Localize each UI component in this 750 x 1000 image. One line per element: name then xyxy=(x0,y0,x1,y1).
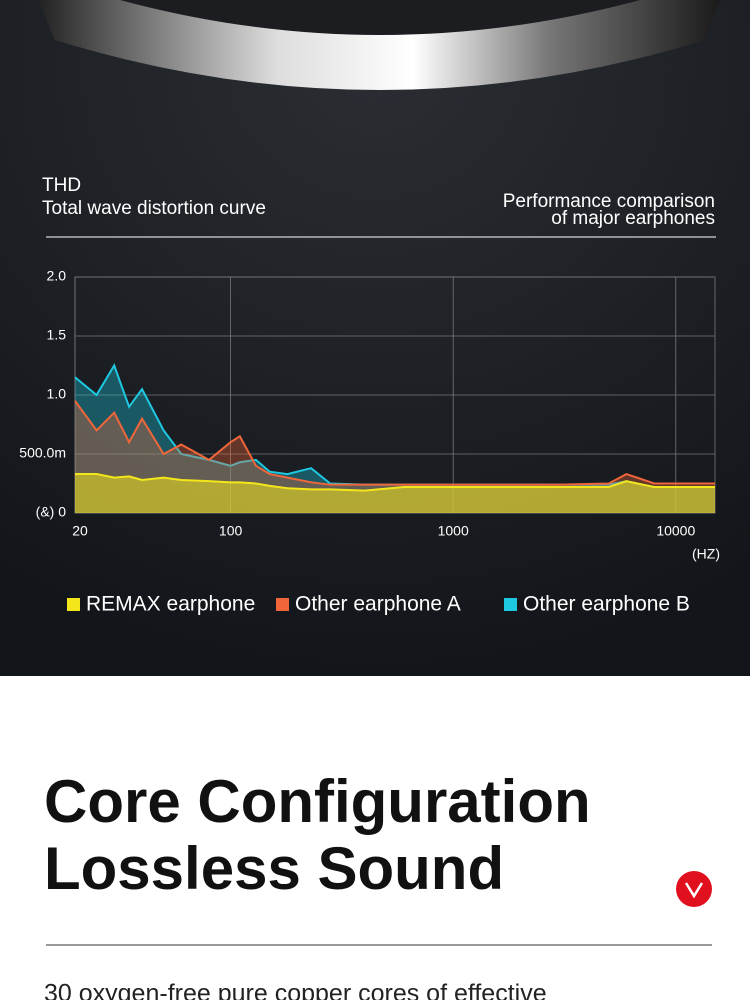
note: Performance comparison xyxy=(503,191,715,212)
headline: Lossless Sound xyxy=(44,835,504,902)
y-tick-label: 500.0m xyxy=(19,445,66,461)
x-tick-label: 1000 xyxy=(438,523,469,539)
legend-label: Other earphone A xyxy=(295,593,461,616)
series-area xyxy=(75,365,715,513)
x-axis-label: (HZ) xyxy=(692,546,720,562)
earphone-inner xyxy=(120,0,640,35)
x-tick-label: 20 xyxy=(72,523,88,539)
logo xyxy=(676,871,712,907)
y-tick-label: (&) 0 xyxy=(36,504,67,520)
series-line xyxy=(75,473,715,492)
y-tick-label: 1.0 xyxy=(47,386,67,402)
legend-swatch xyxy=(504,598,517,611)
chart: (&) 0 500.0m 1.0 1.5 2.0 20 100 1000 10000 (HZ) RE… xyxy=(19,268,720,616)
legend-swatch xyxy=(276,598,289,611)
earphone-image xyxy=(38,0,720,90)
legend-label: REMAX earphone xyxy=(86,593,255,616)
body-text: 30 oxygen-free pure copper cores of effe… xyxy=(44,980,547,1000)
dark-panel xyxy=(0,0,750,676)
y-tick-label: 1.5 xyxy=(47,327,67,343)
x-tick-label: 10000 xyxy=(656,523,695,539)
logo-mark xyxy=(684,882,704,899)
legend-swatch xyxy=(67,598,80,611)
series-area xyxy=(75,474,715,513)
headline: Core Configuration xyxy=(44,768,591,835)
y-tick-label: 2.0 xyxy=(47,268,67,284)
legend-label: Other earphone B xyxy=(523,593,690,616)
chart-title: Total wave distortion curve xyxy=(42,198,266,219)
chart-label: THD xyxy=(42,175,81,196)
note: of major earphones xyxy=(551,208,715,229)
x-tick-label: 100 xyxy=(219,523,243,539)
series-line xyxy=(74,400,715,486)
